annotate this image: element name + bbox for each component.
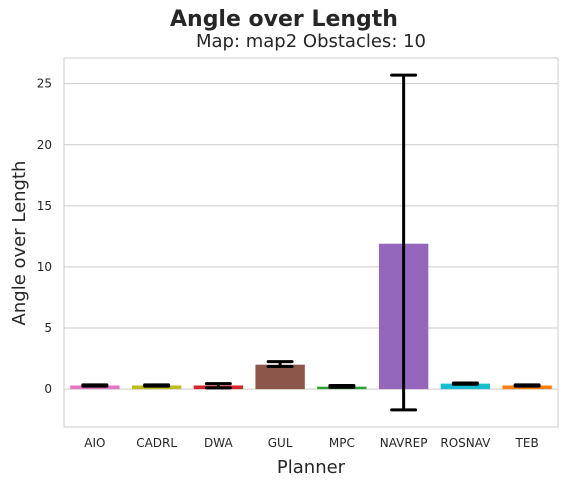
- bar: [440, 383, 491, 390]
- y-axis-label: Angle over Length: [9, 161, 30, 326]
- x-tick-label: NAVREP: [380, 436, 428, 450]
- error-bars: [81, 73, 541, 412]
- y-tick-label: 15: [37, 199, 52, 213]
- x-axis-label: Planner: [277, 457, 346, 478]
- x-tick-label: MPC: [329, 436, 355, 450]
- gridlines: [64, 83, 558, 390]
- x-tick-labels: AIO CADRL DWA GUL MPC NAVREP ROSNAV TEB: [84, 436, 538, 450]
- y-tick-label: 25: [37, 77, 52, 91]
- x-tick-label: CADRL: [136, 436, 177, 450]
- y-tick-label: 10: [37, 260, 52, 274]
- x-tick-label: DWA: [204, 436, 233, 450]
- y-tick-labels: 0 5 10 15 20 25: [37, 77, 52, 396]
- bars: [70, 243, 552, 390]
- bar: [255, 364, 305, 390]
- x-tick-label: GUL: [268, 436, 293, 450]
- chart-suptitle: Angle over Length: [170, 7, 398, 32]
- y-tick-label: 5: [44, 321, 52, 335]
- y-tick-label: 0: [44, 382, 52, 396]
- y-tick-label: 20: [37, 138, 52, 152]
- x-tick-label: AIO: [84, 436, 105, 450]
- chart-title: Map: map2 Obstacles: 10: [195, 31, 427, 52]
- x-tick-label: TEB: [515, 436, 539, 450]
- plot-area-frame: [63, 57, 559, 428]
- x-tick-label: ROSNAV: [440, 436, 491, 450]
